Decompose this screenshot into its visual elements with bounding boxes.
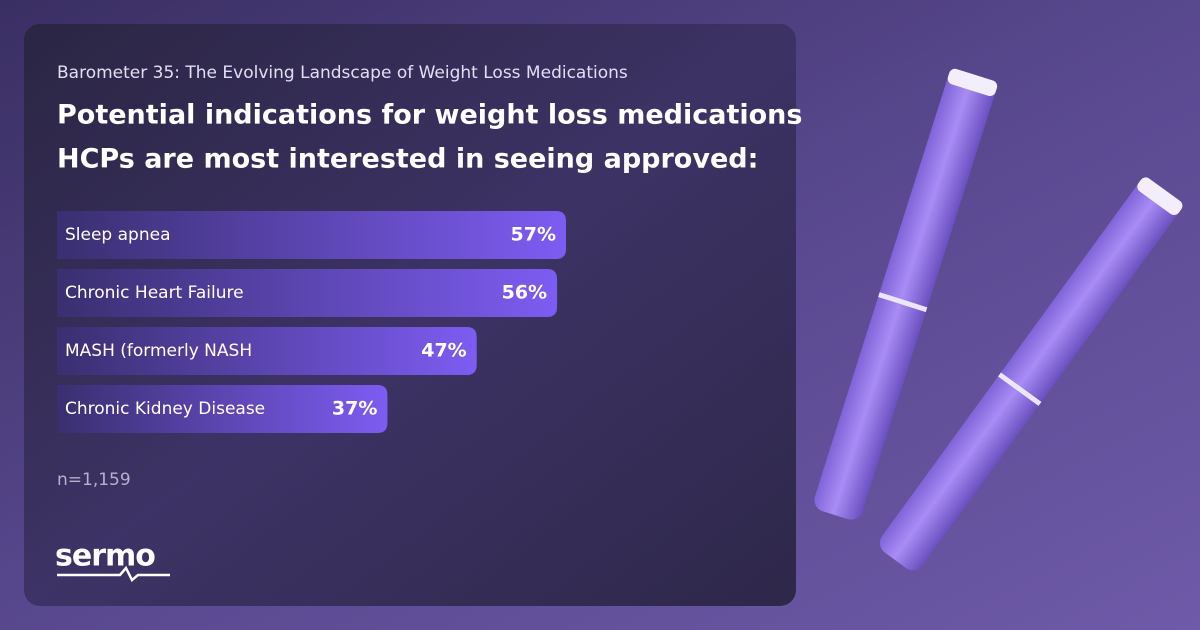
brand-logo: sermo	[55, 539, 155, 574]
chart-title: Potential indications for weight loss me…	[57, 100, 802, 131]
bar	[57, 385, 388, 433]
bar	[57, 211, 567, 259]
logo-line	[57, 565, 170, 582]
category-label: Sleep apnea	[65, 225, 171, 245]
pen	[879, 177, 1183, 571]
pen	[814, 68, 998, 520]
category-label: Chronic Heart Failure	[65, 283, 244, 303]
bar	[57, 327, 477, 375]
value-label: 47%	[421, 340, 466, 362]
chart-title: HCPs are most interested in seeing appro…	[57, 144, 758, 175]
value-label: 56%	[502, 282, 547, 304]
value-label: 57%	[511, 224, 556, 246]
category-label: MASH (formerly NASH	[65, 341, 252, 361]
value-label: 37%	[332, 398, 377, 420]
note: n=1,159	[57, 470, 131, 490]
subtitle: Barometer 35: The Evolving Landscape of …	[57, 63, 628, 83]
bar	[57, 269, 558, 317]
category-label: Chronic Kidney Disease	[65, 399, 265, 419]
